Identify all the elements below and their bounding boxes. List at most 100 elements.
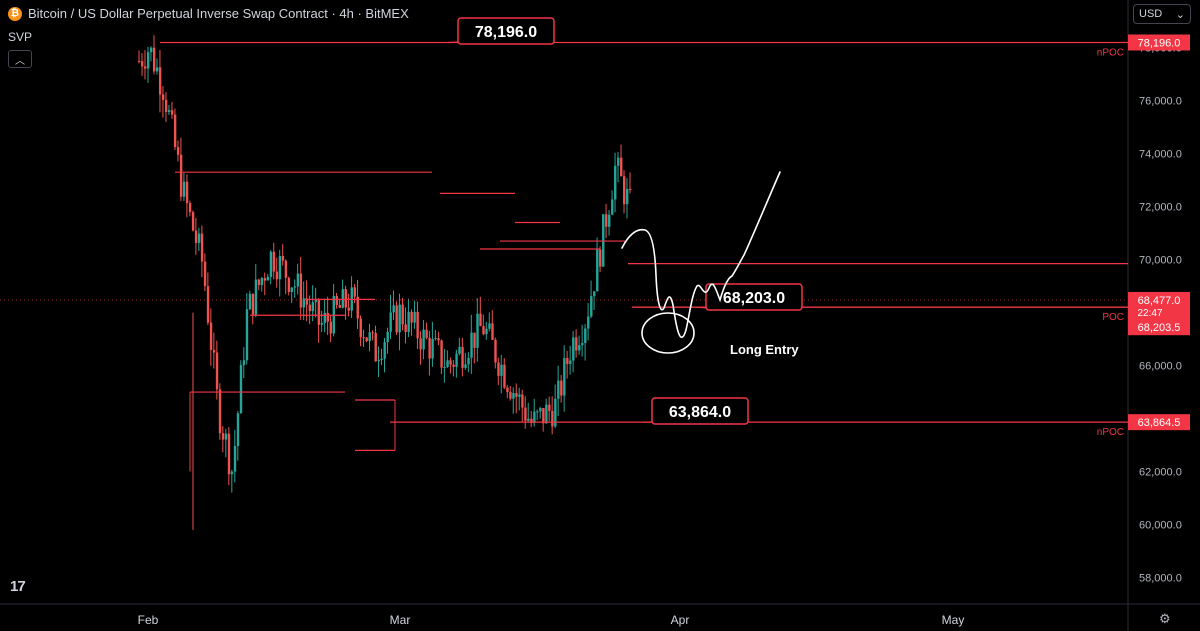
candle-body — [590, 296, 593, 317]
candle-body — [275, 271, 279, 280]
candle-body — [371, 332, 374, 334]
candle-body — [245, 309, 249, 361]
candle-body — [473, 332, 476, 348]
candle-body — [380, 358, 383, 360]
candle-body — [578, 345, 581, 351]
candle-body — [248, 293, 252, 310]
current-price-text: 68,477.0 — [1138, 295, 1181, 307]
candle-body — [329, 321, 333, 334]
candle-body — [494, 339, 497, 363]
candle-body — [614, 165, 617, 200]
price-tick-label: 72,000.0 — [1139, 202, 1182, 214]
candle-body — [434, 338, 437, 340]
candle-body — [140, 61, 144, 67]
candle-body — [530, 418, 533, 423]
candle-body — [440, 340, 443, 368]
axis-level-badge — [1128, 414, 1190, 431]
candle-body — [386, 331, 389, 343]
candle-body — [281, 256, 285, 261]
candle-body — [620, 157, 623, 177]
candle-body — [176, 147, 180, 155]
current-price-badge — [1128, 291, 1190, 320]
candle-body — [251, 293, 255, 315]
candle-body — [254, 279, 258, 315]
symbol-title[interactable]: Bitcoin / US Dollar Perpetual Inverse Sw… — [28, 6, 409, 21]
candle-body — [563, 358, 566, 396]
callout-box[interactable] — [705, 283, 803, 311]
candle-body — [446, 360, 449, 367]
candle-body — [491, 323, 494, 340]
candle-body — [317, 299, 321, 325]
callout-box[interactable] — [457, 17, 555, 45]
candle-body — [272, 251, 276, 272]
candle-body — [422, 329, 425, 350]
candle-body — [266, 276, 270, 281]
candle-body — [602, 214, 605, 267]
candle-body — [233, 446, 237, 472]
candle-body — [617, 157, 620, 166]
candle-body — [143, 66, 147, 69]
candle-body — [287, 277, 291, 292]
candle-body — [482, 326, 485, 335]
candle-body — [308, 304, 312, 312]
candle-body — [302, 298, 306, 308]
candle-body — [314, 299, 318, 303]
candle-body — [284, 260, 288, 278]
candle-body — [359, 318, 362, 338]
candle-body — [623, 176, 626, 205]
candle-body — [338, 304, 341, 308]
candle-body — [536, 411, 539, 413]
candle-body — [587, 316, 590, 329]
candle-body — [398, 304, 401, 333]
svp-indicator-label[interactable]: SVP — [8, 30, 33, 44]
candle-body — [365, 337, 368, 342]
entry-circle[interactable] — [641, 312, 695, 354]
candle-body — [344, 289, 347, 308]
chevron-up-icon[interactable]: ︿ — [8, 50, 32, 68]
candle-body — [224, 433, 228, 440]
price-tick-label: 62,000.0 — [1139, 467, 1182, 479]
candle-body — [407, 311, 410, 332]
time-tick-label: Feb — [138, 613, 159, 627]
candle-body — [392, 305, 395, 313]
candle-body — [572, 337, 575, 361]
candle-body — [545, 404, 548, 424]
candle-body — [437, 338, 440, 341]
candle-body — [410, 311, 413, 323]
bitcoin-icon: ₿ — [8, 6, 22, 21]
projection-drawing[interactable] — [621, 171, 781, 339]
time-tick-label: Apr — [671, 613, 690, 627]
candle-body — [566, 358, 569, 364]
candle-body — [395, 305, 398, 333]
candle-body — [605, 214, 608, 227]
candle-body — [497, 362, 500, 376]
candle-body — [485, 328, 488, 335]
callout-box[interactable] — [651, 397, 749, 425]
candle-body — [206, 286, 210, 323]
candle-body — [611, 199, 614, 215]
candle-body — [218, 389, 222, 434]
candle-body — [542, 407, 545, 424]
price-tick-label: 70,000.0 — [1139, 255, 1182, 267]
callout-price: 68,203.0 — [723, 290, 785, 307]
axis-level-badge — [1128, 319, 1190, 336]
gear-icon[interactable]: ⚙ — [1159, 611, 1171, 626]
candle-body — [464, 364, 467, 368]
candle-body — [158, 67, 162, 95]
chevron-down-icon: ⌄ — [1175, 8, 1185, 21]
currency-selector[interactable]: USD ⌄ — [1133, 4, 1191, 24]
candle-body — [356, 296, 359, 319]
candle-body — [152, 47, 156, 72]
candle-body — [263, 278, 267, 281]
candle-body — [533, 411, 536, 423]
candle-body — [377, 359, 380, 362]
candle-body — [200, 233, 204, 262]
candle-body — [527, 418, 530, 421]
candle-body — [311, 302, 315, 312]
candle-body — [503, 364, 506, 388]
candle-body — [401, 304, 404, 325]
countdown-text: 22:47 — [1137, 308, 1162, 319]
candle-body — [278, 256, 282, 280]
candle-body — [443, 366, 446, 368]
